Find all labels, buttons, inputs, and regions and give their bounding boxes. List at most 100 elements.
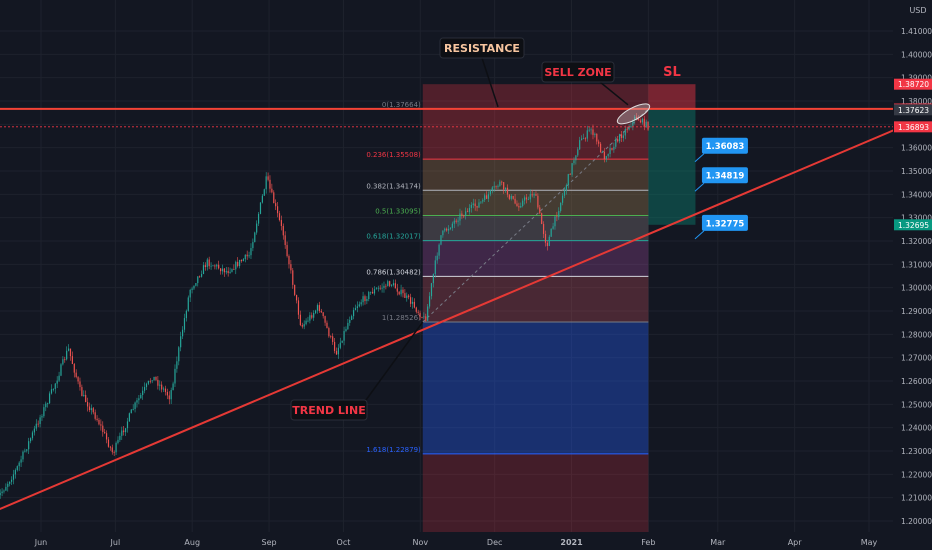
candle-body: [269, 179, 271, 189]
candle-body: [449, 227, 452, 229]
candle-body: [92, 408, 94, 413]
candle-body: [128, 413, 130, 422]
candle-body: [390, 285, 393, 286]
candle-body: [444, 228, 446, 231]
candle-body: [282, 225, 284, 236]
candle-body: [546, 242, 548, 246]
price-tag: [894, 104, 932, 116]
time-tick-label: Jul: [110, 538, 121, 547]
candle-body: [263, 189, 265, 196]
fib-trend-diagonal: [422, 108, 649, 323]
candle-body: [605, 156, 607, 160]
fib-level-label: 0(1.37664): [382, 101, 421, 109]
candle-body: [537, 195, 539, 208]
candle-body: [69, 348, 72, 357]
candle-body: [90, 408, 92, 411]
candle-body: [164, 388, 167, 392]
candle-body: [455, 220, 457, 222]
candle-body: [558, 210, 560, 218]
candle-body: [132, 408, 134, 410]
candle-body: [419, 312, 421, 318]
candle-body: [297, 300, 300, 315]
price-tag-label: 1.37623: [898, 106, 929, 115]
candle-body: [512, 195, 514, 199]
candle-body: [149, 380, 151, 382]
candle-body: [387, 281, 389, 287]
candle-body: [554, 216, 556, 227]
candle-body: [503, 182, 505, 190]
candle-body: [238, 259, 241, 267]
candle-body: [468, 207, 471, 212]
fib-level-label: 0.236(1.35508): [366, 151, 421, 159]
candle-body: [413, 301, 415, 308]
candle-body: [598, 141, 600, 144]
candle-body: [284, 235, 286, 246]
candle-body: [145, 383, 148, 388]
candle-body: [523, 197, 526, 201]
candle-body: [240, 259, 243, 262]
candle-body: [630, 126, 632, 128]
candle-body: [197, 276, 199, 284]
candle-body: [529, 194, 531, 200]
candle-body: [542, 224, 545, 234]
candle-body: [436, 255, 438, 261]
candle-body: [520, 206, 522, 208]
candle-body: [294, 284, 296, 295]
candle-body: [446, 228, 448, 231]
candle-body: [594, 133, 596, 135]
candle-body: [311, 315, 313, 318]
candle-body: [571, 163, 573, 175]
candle-body: [278, 213, 281, 221]
candle-body: [550, 228, 552, 237]
candle-body: [7, 483, 9, 487]
candle-body: [423, 316, 425, 318]
candle-body: [411, 301, 414, 304]
candle-body: [324, 316, 326, 323]
candle-body: [415, 307, 417, 312]
candle-body: [45, 403, 47, 408]
candle-body: [280, 220, 282, 226]
candle-body: [527, 199, 529, 201]
drawings: [0, 107, 932, 511]
candle-body: [111, 447, 113, 453]
target-pointer: [694, 230, 705, 240]
candle-body: [318, 305, 320, 311]
candle-body: [107, 439, 110, 447]
candle-body: [121, 430, 123, 436]
candle-body: [43, 407, 45, 417]
candle-body: [320, 310, 322, 313]
candle-body: [634, 116, 636, 121]
candle-body: [309, 315, 311, 321]
candle-body: [364, 296, 366, 302]
candle-body: [577, 149, 579, 156]
candle-body: [442, 230, 444, 236]
candle-body: [295, 294, 298, 301]
candle-body: [474, 203, 476, 207]
candle-body: [202, 265, 205, 275]
price-axis[interactable]: USD 1.20000 1.21000 1.22000 1.23000 1.24000 1…: [893, 0, 932, 532]
candle-body: [560, 202, 562, 211]
candle-body: [28, 441, 30, 450]
time-axis[interactable]: Jun Jul Aug Sep Oct Nov Dec 2021 Feb Mar Apr May: [0, 532, 932, 550]
candle-body: [229, 271, 231, 273]
candle-body: [143, 387, 146, 391]
time-tick-label: Oct: [337, 538, 351, 547]
candle-body: [478, 202, 480, 208]
candle-body: [12, 474, 15, 480]
candle-body: [10, 479, 13, 482]
stop-loss-zone: [648, 84, 696, 109]
candle-body: [561, 195, 564, 203]
candle-body: [66, 350, 68, 360]
candle-body: [510, 195, 512, 199]
candle-body: [242, 259, 244, 262]
candle-body: [151, 380, 153, 382]
candle-body: [463, 215, 465, 217]
candle-body: [613, 146, 615, 150]
candle-body: [39, 417, 41, 424]
candle-body: [231, 269, 233, 272]
candle-body: [115, 442, 117, 453]
candle-body: [104, 432, 106, 434]
candle-body: [250, 248, 252, 256]
candle-body: [421, 317, 423, 319]
